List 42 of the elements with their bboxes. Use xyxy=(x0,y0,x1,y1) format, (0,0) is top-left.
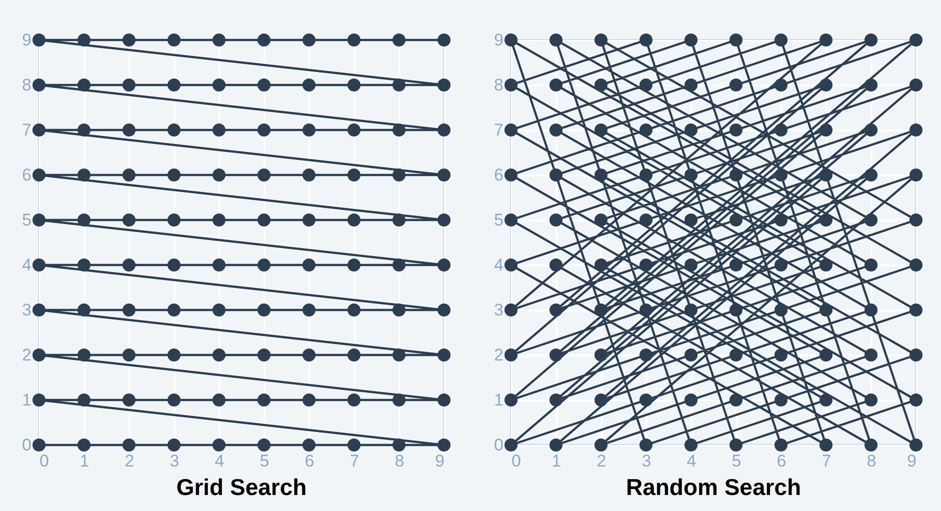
text: Grid Search xyxy=(176,474,307,500)
y-tick-label: 9 xyxy=(494,30,504,50)
y-tick-label: 5 xyxy=(22,210,32,230)
y-tick-label: 2 xyxy=(22,346,32,364)
y-tick-label: 0 xyxy=(494,436,504,454)
y-tick-label: 4 xyxy=(494,256,504,274)
y-tick-label: 8 xyxy=(22,76,32,94)
x-tick-label: 1 xyxy=(80,452,90,470)
x-tick-label: 9 xyxy=(435,452,444,470)
y-tick-label: 7 xyxy=(22,120,32,140)
x-tick-label: 5 xyxy=(732,452,742,470)
x-tick-label: 3 xyxy=(642,452,652,470)
x-tick-label: 8 xyxy=(866,452,876,470)
x-tick-label: 2 xyxy=(596,452,606,470)
text: Random Search xyxy=(626,474,802,500)
x-tick-label: 1 xyxy=(552,452,562,470)
x-tick-label: 9 xyxy=(907,452,916,470)
y-tick-label: 3 xyxy=(22,300,32,320)
x-tick-label: 4 xyxy=(214,452,224,470)
x-tick-label: 2 xyxy=(124,452,134,470)
y-tick-label: 1 xyxy=(22,390,32,410)
x-tick-label: 6 xyxy=(304,452,314,470)
y-tick-label: 6 xyxy=(494,166,504,184)
x-tick-label: 7 xyxy=(350,452,360,470)
y-tick-label: 2 xyxy=(494,346,504,364)
x-tick-label: 0 xyxy=(512,452,521,470)
y-tick-label: 4 xyxy=(22,256,32,274)
y-tick-label: 7 xyxy=(494,120,504,140)
y-tick-label: 6 xyxy=(22,166,32,184)
y-tick-label: 5 xyxy=(494,210,504,230)
y-tick-label: 9 xyxy=(22,30,32,50)
y-tick-label: 0 xyxy=(22,436,32,454)
y-tick-label: 3 xyxy=(494,300,504,320)
x-tick-label: 5 xyxy=(260,452,270,470)
x-tick-label: 8 xyxy=(394,452,404,470)
x-tick-label: 0 xyxy=(40,452,49,470)
y-tick-label: 8 xyxy=(494,76,504,94)
y-tick-label: 1 xyxy=(494,390,504,410)
x-tick-label: 4 xyxy=(686,452,696,470)
x-tick-label: 7 xyxy=(822,452,832,470)
x-tick-label: 3 xyxy=(170,452,180,470)
x-tick-label: 6 xyxy=(776,452,786,470)
